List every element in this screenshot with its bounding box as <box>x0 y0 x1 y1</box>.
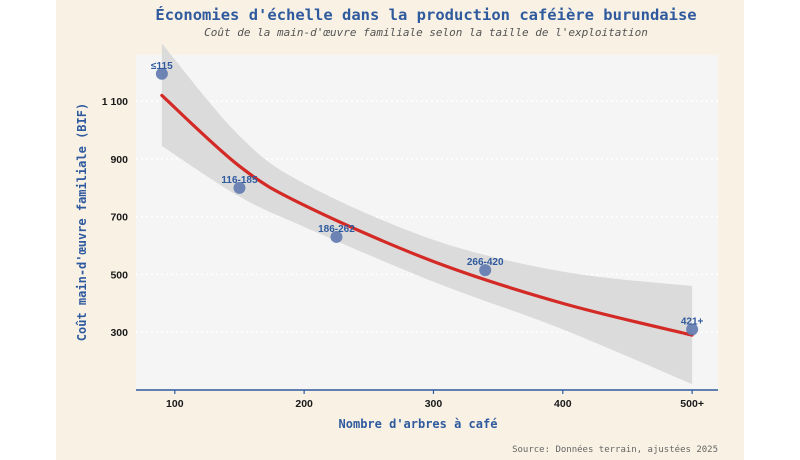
chart-title: Économies d'échelle dans la production c… <box>155 5 696 24</box>
y-axis-ticks: 300 500 700 900 1 100 <box>102 96 128 339</box>
x-tick-label: 100 <box>166 398 184 410</box>
data-point <box>330 230 343 243</box>
y-axis-title: Coût main-d'œuvre familiale (BIF) <box>75 103 89 341</box>
trend-line <box>160 93 694 337</box>
x-axis-ticks: 100 200 300 400 500+ <box>166 390 704 410</box>
y-tick-label: 1 100 <box>102 96 128 108</box>
y-tick-label: 500 <box>110 269 128 281</box>
source-caption: Source: Données terrain, ajustées 2025 <box>512 444 718 455</box>
x-tick-label: 500+ <box>680 398 704 410</box>
x-tick-label: 200 <box>295 398 313 410</box>
x-axis-title: Nombre d'arbres à café <box>339 417 498 431</box>
y-tick-label: 700 <box>110 212 128 224</box>
point-label: 116-185 <box>221 175 258 186</box>
data-point <box>233 181 246 194</box>
chart-svg: Économies d'échelle dans la production c… <box>75 5 718 455</box>
data-points: ≤115 116-185 186-262 266-420 421+ <box>151 61 704 336</box>
data-point <box>479 264 492 277</box>
chart-figure: Économies d'échelle dans la production c… <box>56 0 744 460</box>
data-point <box>155 67 168 80</box>
chart-subtitle: Coût de la main-d'œuvre familiale selon … <box>204 26 648 39</box>
point-label: 186-262 <box>318 224 355 235</box>
y-tick-label: 900 <box>110 154 128 166</box>
x-tick-label: 300 <box>425 398 443 410</box>
data-point <box>686 323 699 336</box>
point-label: ≤115 <box>151 61 173 72</box>
confidence-band <box>161 43 693 385</box>
point-label: 266-420 <box>467 257 504 268</box>
x-tick-label: 400 <box>554 398 572 410</box>
point-label: 421+ <box>681 316 704 327</box>
y-tick-label: 300 <box>110 327 128 339</box>
